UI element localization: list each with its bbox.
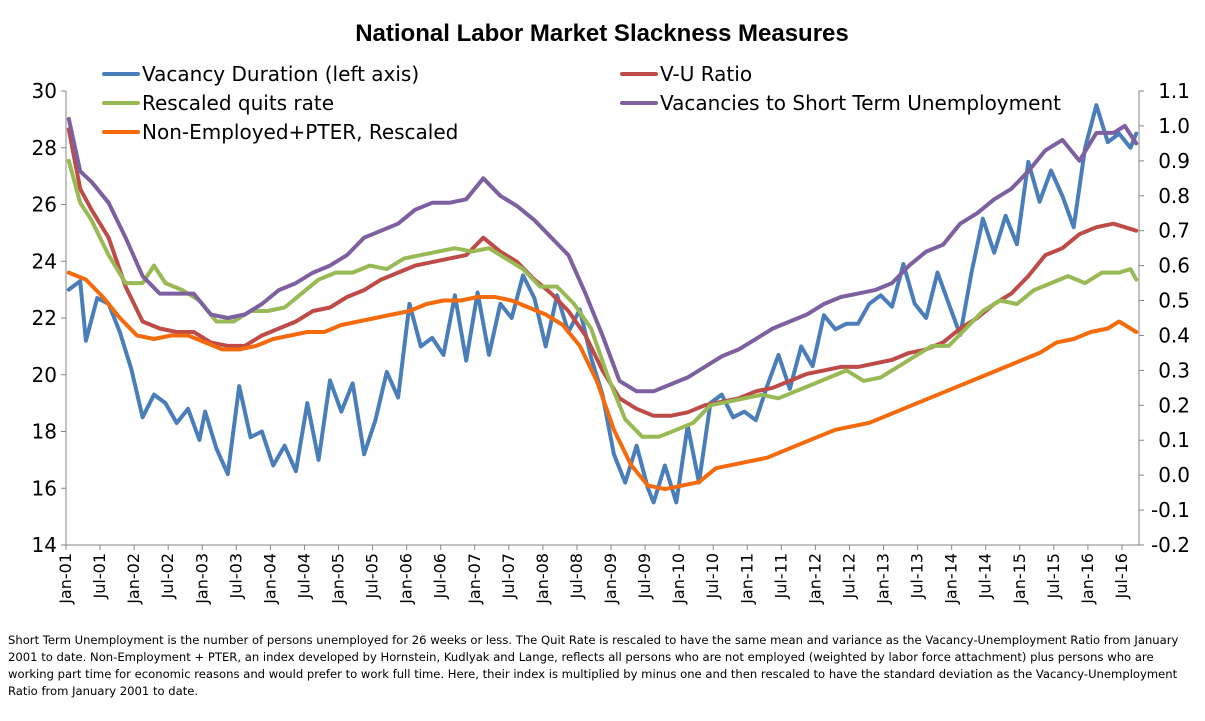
series-line-1 bbox=[66, 103, 1139, 505]
y-right-tick-label: 0.9 bbox=[1158, 149, 1190, 173]
x-tick-label: Jul-09 bbox=[635, 553, 654, 599]
x-tick-label: Jan-06 bbox=[397, 553, 416, 605]
y-right-tick-label: 0.8 bbox=[1158, 184, 1190, 208]
x-tick-label: Jul-14 bbox=[976, 553, 995, 599]
x-tick-label: Jul-08 bbox=[567, 553, 586, 599]
y-left-tick-label: 22 bbox=[32, 306, 57, 330]
y-right-tick-label: 0.5 bbox=[1158, 289, 1190, 313]
chart: National Labor Market Slackness Measures… bbox=[32, 20, 1190, 605]
x-tick-label: Jan-01 bbox=[56, 553, 75, 605]
legend-label: Rescaled quits rate bbox=[142, 91, 334, 115]
y-right-tick-label: -0.2 bbox=[1151, 533, 1190, 557]
x-tick-label: Jan-03 bbox=[192, 553, 211, 605]
legend: Vacancy Duration (left axis) V-U Ratio Res… bbox=[102, 62, 1061, 144]
footnote: Short Term Unemployment is the number of… bbox=[8, 633, 1179, 698]
x-tick-label: Jan-10 bbox=[669, 553, 688, 605]
x-tick-label: Jan-02 bbox=[124, 553, 143, 605]
legend-label: Vacancies to Short Term Unemployment bbox=[660, 91, 1061, 115]
x-tick-label: Jul-15 bbox=[1044, 553, 1063, 599]
x-tick-label: Jul-03 bbox=[226, 553, 245, 599]
x-tick-label: Jan-13 bbox=[874, 553, 893, 605]
x-tick-label: Jan-04 bbox=[260, 553, 279, 605]
chart-title: National Labor Market Slackness Measures bbox=[355, 20, 849, 47]
x-tick-label: Jan-15 bbox=[1010, 553, 1029, 605]
x-tick-label: Jan-12 bbox=[805, 553, 824, 605]
x-tick-label: Jul-01 bbox=[90, 553, 109, 599]
y-right-tick-label: 0.3 bbox=[1158, 358, 1190, 382]
y-right-tick-label: 0.4 bbox=[1158, 323, 1190, 347]
series-line-2 bbox=[66, 127, 1139, 418]
y-right-tick-label: 0.2 bbox=[1158, 393, 1190, 417]
y-left-tick-label: 28 bbox=[32, 136, 57, 160]
y-left-tick-label: 14 bbox=[32, 533, 57, 557]
x-tick-label: Jul-12 bbox=[839, 553, 858, 599]
x-tick-label: Jul-10 bbox=[703, 553, 722, 599]
axes: 14 16 18 20 22 24 26 28 30 -0.2 -0.1 0.0 0.1 0.2 0.3 0.… bbox=[32, 79, 1190, 605]
series-layer bbox=[66, 103, 1139, 505]
y-left-tick-label: 30 bbox=[32, 79, 57, 103]
y-right-tick-label: 1.1 bbox=[1158, 79, 1190, 103]
series-line-4 bbox=[66, 116, 1139, 394]
legend-label: Non-Employed+PTER, Rescaled bbox=[142, 120, 458, 144]
legend-label: V-U Ratio bbox=[660, 62, 752, 86]
legend-label: Vacancy Duration (left axis) bbox=[142, 62, 419, 86]
y-right-tick-label: 0.6 bbox=[1158, 254, 1190, 278]
x-tick-label: Jul-02 bbox=[158, 553, 177, 599]
y-right-tick-label: 0.1 bbox=[1158, 428, 1190, 452]
x-tick-label: Jul-05 bbox=[363, 553, 382, 599]
y-left-tick-label: 18 bbox=[32, 420, 57, 444]
x-tick-label: Jan-05 bbox=[329, 553, 348, 605]
series-line-5 bbox=[66, 270, 1139, 492]
x-tick-label: Jan-14 bbox=[942, 553, 961, 605]
y-right-tick-label: -0.1 bbox=[1151, 498, 1190, 522]
x-tick-label: Jul-11 bbox=[771, 553, 790, 599]
y-left-tick-label: 24 bbox=[32, 249, 57, 273]
x-tick-label: Jul-16 bbox=[1112, 553, 1131, 599]
series-line-3 bbox=[66, 158, 1139, 439]
y-right-tick-label: 1.0 bbox=[1158, 114, 1190, 138]
x-tick-label: Jan-11 bbox=[737, 553, 756, 605]
y-left-tick-label: 20 bbox=[32, 363, 57, 387]
x-tick-label: Jan-07 bbox=[465, 553, 484, 605]
x-tick-label: Jul-07 bbox=[499, 553, 518, 599]
x-tick-label: Jan-08 bbox=[533, 553, 552, 605]
x-tick-label: Jul-06 bbox=[431, 553, 450, 599]
x-tick-label: Jul-04 bbox=[294, 553, 313, 599]
y-left-tick-label: 26 bbox=[32, 193, 57, 217]
y-right-tick-label: 0.0 bbox=[1158, 463, 1190, 487]
x-tick-label: Jan-16 bbox=[1078, 553, 1097, 605]
y-left-tick-label: 16 bbox=[32, 476, 57, 500]
x-tick-label: Jan-09 bbox=[601, 553, 620, 605]
x-tick-label: Jul-13 bbox=[908, 553, 927, 599]
y-right-tick-label: 0.7 bbox=[1158, 219, 1190, 243]
